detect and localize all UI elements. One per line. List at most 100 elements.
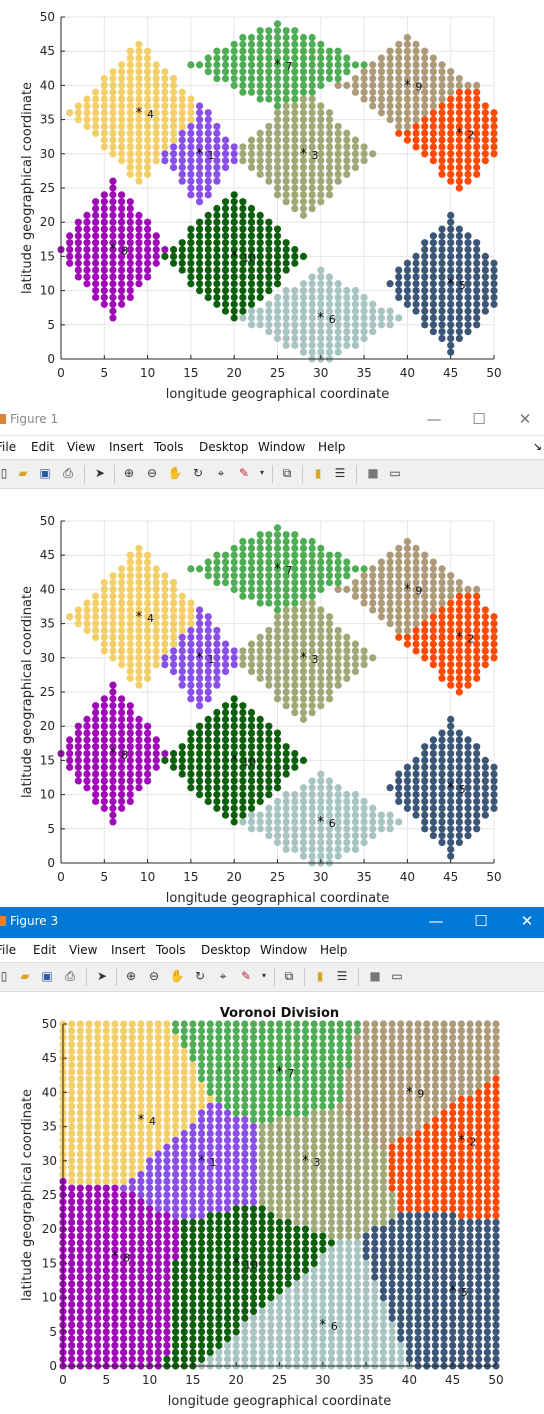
link-icon[interactable]: ⧉ (279, 465, 295, 481)
menu-file[interactable]: File (0, 943, 16, 957)
menu-window[interactable]: Window (258, 440, 305, 454)
data-point (276, 1294, 283, 1301)
data-point (291, 579, 298, 586)
data-point (241, 1232, 248, 1239)
data-point (371, 1356, 378, 1363)
menu-edit[interactable]: Edit (33, 943, 56, 957)
zoom-in-icon[interactable]: ⊕ (121, 465, 137, 481)
print-icon[interactable]: ⎙ (60, 465, 76, 481)
data-point (397, 1055, 404, 1062)
menu-tools[interactable]: Tools (154, 440, 184, 454)
data-point (293, 1137, 300, 1144)
data-point (170, 143, 177, 150)
data-point (75, 266, 82, 273)
menu-help[interactable]: Help (318, 440, 345, 454)
data-point (274, 606, 281, 613)
data-point (259, 1102, 266, 1109)
data-point (118, 784, 125, 791)
figure3-titlebar[interactable]: Figure 3 — ☐ ✕ (0, 907, 544, 938)
rotate-icon[interactable]: ↻ (192, 968, 208, 984)
hide-tools-icon[interactable]: ■ (367, 968, 383, 984)
close-icon[interactable]: ✕ (517, 411, 533, 427)
menu-view[interactable]: View (69, 943, 97, 957)
dock-icon[interactable]: ▭ (387, 465, 403, 481)
menu-insert[interactable]: Insert (111, 943, 145, 957)
data-point (198, 1287, 205, 1294)
menu-edit[interactable]: Edit (31, 440, 54, 454)
menu-desktop[interactable]: Desktop (199, 440, 249, 454)
data-point (146, 1287, 153, 1294)
minimize-icon[interactable]: — (428, 913, 444, 929)
data-point (343, 846, 350, 853)
legend-icon[interactable]: ☰ (334, 968, 350, 984)
data-point (83, 716, 90, 723)
open-icon[interactable]: ▰ (17, 968, 33, 984)
dock-arrow-icon[interactable]: ↘ (533, 440, 542, 453)
menu-insert[interactable]: Insert (109, 440, 143, 454)
maximize-icon[interactable]: ☐ (473, 913, 489, 929)
zoom-out-icon[interactable]: ⊖ (146, 968, 162, 984)
close-icon[interactable]: ✕ (519, 913, 535, 929)
data-point (300, 54, 307, 61)
data-point (291, 321, 298, 328)
data-point (309, 606, 316, 613)
rotate-icon[interactable]: ↻ (190, 465, 206, 481)
colorbar-icon[interactable]: ▮ (312, 968, 328, 984)
save-icon[interactable]: ▣ (37, 465, 53, 481)
menu-tools[interactable]: Tools (156, 943, 186, 957)
data-point (317, 48, 324, 55)
data-cursor-icon[interactable]: ⌖ (215, 968, 231, 984)
dock-icon[interactable]: ▭ (389, 968, 405, 984)
save-icon[interactable]: ▣ (39, 968, 55, 984)
data-point (363, 1232, 370, 1239)
print-icon[interactable]: ⎙ (62, 968, 78, 984)
open-icon[interactable]: ▰ (15, 465, 31, 481)
figure1-titlebar[interactable]: Figure 1 — ☐ ✕ (0, 405, 544, 436)
menu-view[interactable]: View (67, 440, 95, 454)
data-point (421, 613, 428, 620)
data-point (388, 1191, 395, 1198)
data-point (259, 1273, 266, 1280)
menu-window[interactable]: Window (260, 943, 307, 957)
maximize-icon[interactable]: ☐ (471, 411, 487, 427)
data-point (490, 260, 497, 267)
menu-file[interactable]: File (0, 440, 16, 454)
data-point (283, 27, 290, 34)
zoom-in-icon[interactable]: ⊕ (123, 968, 139, 984)
data-point (352, 661, 359, 668)
new-figure-icon[interactable]: ▯ (0, 968, 12, 984)
link-icon[interactable]: ⧉ (281, 968, 297, 984)
brush-dropdown-icon[interactable]: ▾ (254, 465, 270, 481)
brush-icon[interactable]: ✎ (236, 465, 252, 481)
data-point (482, 641, 489, 648)
menu-desktop[interactable]: Desktop (201, 943, 251, 957)
zoom-out-icon[interactable]: ⊖ (144, 465, 160, 481)
menu-help[interactable]: Help (320, 943, 347, 957)
data-point (144, 171, 151, 178)
data-point (447, 171, 454, 178)
data-point (196, 273, 203, 280)
pan-icon[interactable]: ✋ (167, 465, 183, 481)
hide-tools-icon[interactable]: ■ (365, 465, 381, 481)
data-point (111, 1171, 118, 1178)
minimize-icon[interactable]: — (426, 411, 442, 427)
data-cursor-icon[interactable]: ⌖ (213, 465, 229, 481)
data-point (103, 1301, 110, 1308)
data-point (257, 586, 264, 593)
data-point (447, 853, 454, 860)
colorbar-icon[interactable]: ▮ (310, 465, 326, 481)
y-tick-label: 15 (40, 249, 55, 263)
data-point (345, 1191, 352, 1198)
new-figure-icon[interactable]: ▯ (0, 465, 12, 481)
legend-icon[interactable]: ☰ (332, 465, 348, 481)
pointer-icon[interactable]: ➤ (92, 465, 108, 481)
pointer-icon[interactable]: ➤ (94, 968, 110, 984)
brush-dropdown-icon[interactable]: ▾ (256, 968, 272, 984)
data-point (274, 184, 281, 191)
data-point (274, 260, 281, 267)
data-point (378, 599, 385, 606)
brush-icon[interactable]: ✎ (238, 968, 254, 984)
pan-icon[interactable]: ✋ (169, 968, 185, 984)
data-point (127, 702, 134, 709)
data-point (404, 137, 411, 144)
